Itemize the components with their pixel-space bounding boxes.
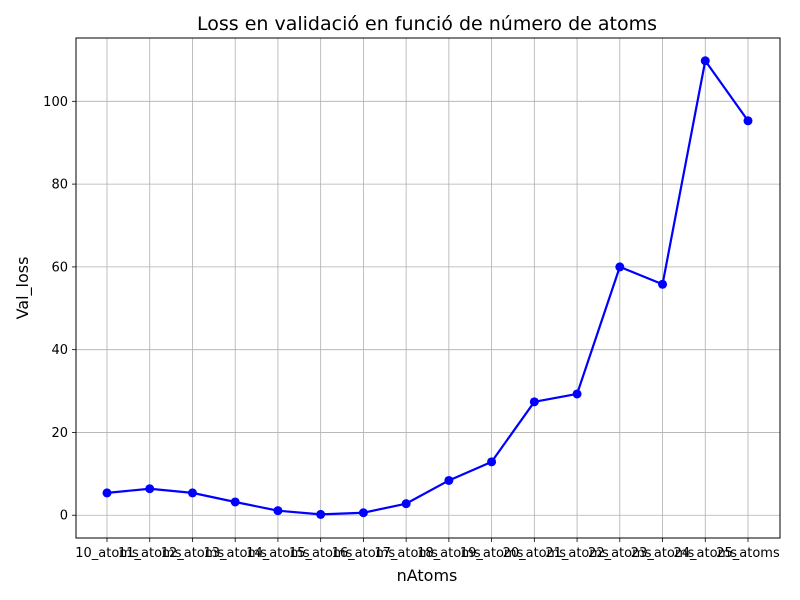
x-tick-label: 18_atoms: [417, 546, 481, 561]
x-tick-label: 19_atoms: [460, 546, 524, 561]
data-point: [529, 397, 539, 407]
data-point: [102, 488, 112, 498]
x-tick-label: 21_atoms: [545, 546, 609, 561]
x-tick-label: 20_atoms: [503, 546, 567, 561]
y-tick-label: 40: [51, 343, 68, 358]
data-point: [743, 116, 753, 126]
axis-ticks: 10_atoms11_atoms12_atoms13_atoms14_atoms…: [43, 95, 780, 561]
x-tick-label: 17_atoms: [374, 546, 438, 561]
data-point: [572, 389, 582, 399]
x-tick-label: 15_atoms: [289, 546, 353, 561]
x-tick-label: 13_atoms: [203, 546, 267, 561]
x-tick-label: 24_atoms: [674, 546, 738, 561]
y-tick-label: 0: [60, 509, 68, 524]
x-tick-label: 22_atoms: [588, 546, 652, 561]
x-tick-label: 23_atoms: [631, 546, 695, 561]
y-tick-label: 60: [51, 260, 68, 275]
y-axis-label: Val_loss: [13, 257, 33, 320]
series-line: [106, 59, 749, 516]
data-point: [316, 509, 326, 519]
x-tick-label: 12_atoms: [161, 546, 225, 561]
data-point: [273, 506, 283, 516]
x-tick-label: 10_atoms: [75, 546, 139, 561]
data-point: [444, 475, 454, 485]
data-point: [187, 488, 197, 498]
data-point: [401, 499, 411, 509]
x-tick-label: 16_atoms: [332, 546, 396, 561]
y-tick-label: 80: [51, 178, 68, 193]
plot-frame: [75, 37, 781, 539]
data-series: [102, 56, 753, 519]
data-point: [145, 484, 155, 494]
data-point: [658, 279, 668, 289]
y-tick-label: 100: [43, 95, 68, 110]
x-tick-label: 25_atoms: [716, 546, 780, 561]
data-point: [230, 497, 240, 507]
y-tick-label: 20: [51, 426, 68, 441]
data-point: [700, 56, 710, 66]
data-point: [615, 262, 625, 272]
data-point: [358, 508, 368, 518]
chart-title: Loss en validació en funció de número de…: [197, 13, 657, 35]
data-point: [487, 457, 497, 467]
x-axis-label: nAtoms: [397, 566, 458, 585]
x-tick-label: 14_atoms: [246, 546, 310, 561]
x-tick-label: 11_atoms: [118, 546, 182, 561]
